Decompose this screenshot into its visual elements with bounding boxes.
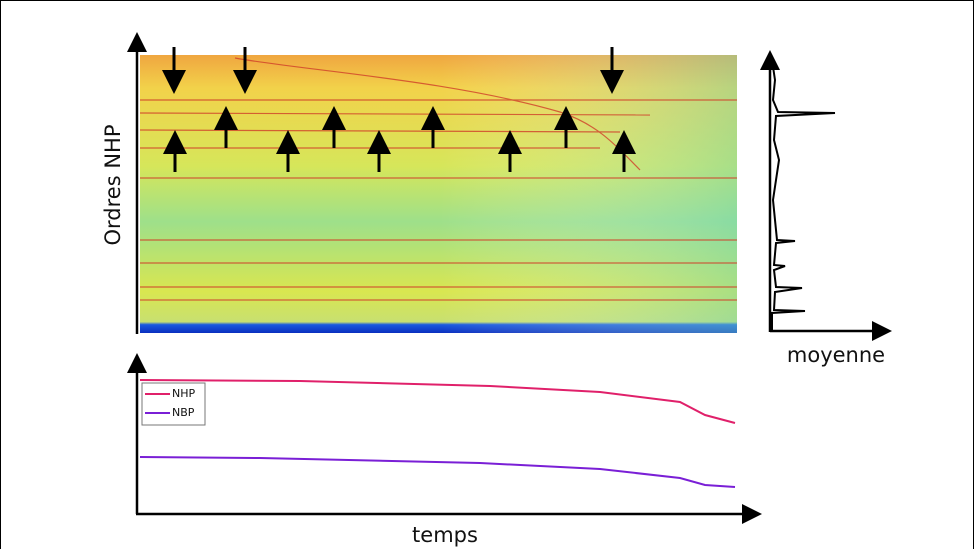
mean-profile [771, 59, 836, 330]
arrows [162, 47, 636, 172]
side-axis-label: moyenne [787, 343, 885, 367]
x-axis-label: temps [412, 523, 478, 547]
legend-label: NBP [172, 406, 195, 419]
legend-label: NHP [172, 387, 196, 400]
y-axis-label: Ordres NHP [101, 125, 125, 246]
axes [127, 32, 892, 524]
nbp-curve [139, 456, 736, 488]
legend: NHP NBP [141, 382, 206, 426]
nhp-curve [139, 379, 736, 424]
spectrogram [139, 55, 737, 333]
